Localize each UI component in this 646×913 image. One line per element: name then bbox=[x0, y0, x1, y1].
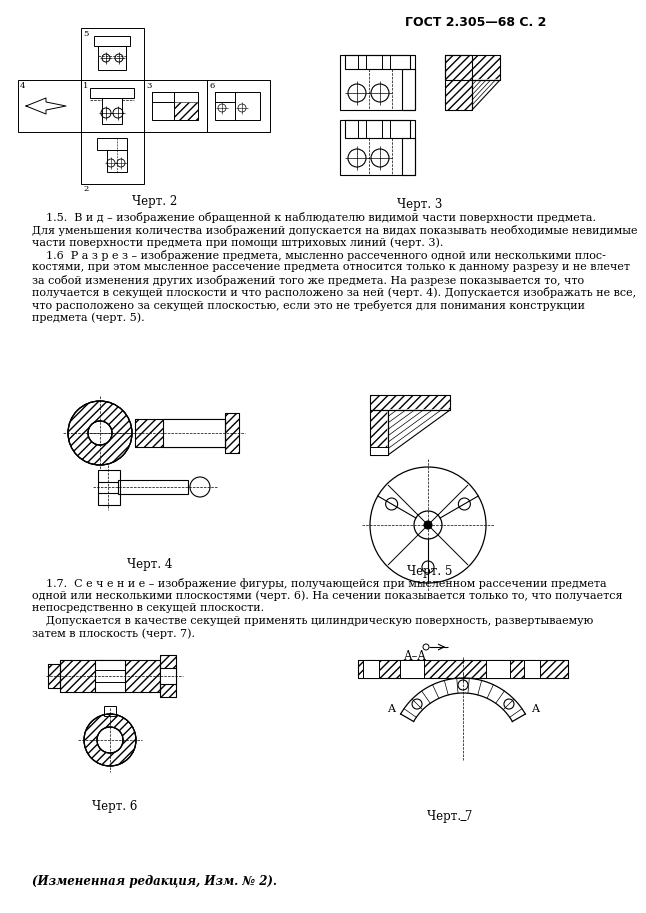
Text: 1: 1 bbox=[83, 82, 89, 90]
Bar bbox=[160, 668, 176, 684]
Bar bbox=[400, 660, 424, 678]
Text: 6: 6 bbox=[209, 82, 214, 90]
Bar bbox=[152, 92, 198, 120]
Bar bbox=[402, 138, 415, 175]
Bar bbox=[358, 660, 568, 678]
Bar bbox=[48, 664, 60, 688]
Bar bbox=[340, 120, 415, 175]
Bar bbox=[163, 419, 225, 447]
Bar bbox=[160, 655, 176, 697]
Text: Черт. 3: Черт. 3 bbox=[397, 198, 443, 211]
Polygon shape bbox=[388, 410, 450, 455]
Bar bbox=[81, 80, 144, 132]
Text: A: A bbox=[387, 704, 395, 714]
Bar bbox=[160, 655, 176, 697]
Bar bbox=[98, 470, 120, 505]
Bar bbox=[345, 55, 410, 69]
Bar bbox=[18, 80, 81, 132]
Bar bbox=[90, 88, 134, 98]
Bar bbox=[225, 413, 239, 453]
Bar bbox=[104, 706, 116, 716]
Circle shape bbox=[424, 521, 432, 529]
Text: 1.6  Р а з р е з – изображение предмета, мысленно рассеченного одной или несколь: 1.6 Р а з р е з – изображение предмета, … bbox=[32, 249, 606, 260]
Bar bbox=[340, 55, 415, 110]
Bar bbox=[370, 410, 388, 455]
Bar bbox=[472, 55, 500, 80]
Bar bbox=[215, 92, 235, 102]
Text: 4: 4 bbox=[20, 82, 25, 90]
Bar bbox=[370, 395, 450, 410]
Text: Черт. 4: Черт. 4 bbox=[127, 558, 172, 571]
Bar bbox=[97, 138, 127, 150]
Text: одной или несколькими плоскостями (черт. 6). На сечении показывается только то, : одной или несколькими плоскостями (черт.… bbox=[32, 591, 623, 601]
Bar bbox=[102, 98, 122, 124]
Polygon shape bbox=[472, 80, 500, 110]
Bar bbox=[363, 660, 379, 678]
Text: предмета (черт. 5).: предмета (черт. 5). bbox=[32, 312, 145, 322]
Text: части поверхности предмета при помощи штриховых линий (черт. 3).: части поверхности предмета при помощи шт… bbox=[32, 237, 443, 247]
Bar bbox=[144, 80, 207, 132]
Bar bbox=[445, 55, 472, 110]
Text: ГОСТ 2.305—68 С. 2: ГОСТ 2.305—68 С. 2 bbox=[405, 16, 547, 29]
Bar bbox=[81, 132, 144, 184]
Bar bbox=[125, 660, 160, 692]
Text: Допускается в качестве секущей применять цилиндрическую поверхность, развертывае: Допускается в качестве секущей применять… bbox=[32, 615, 593, 625]
Bar bbox=[48, 664, 60, 688]
Bar bbox=[94, 36, 130, 46]
Bar bbox=[81, 28, 144, 80]
Text: A–A: A–A bbox=[403, 650, 426, 663]
Text: (Измененная редакция, Изм. № 2).: (Измененная редакция, Изм. № 2). bbox=[32, 875, 277, 888]
Text: A: A bbox=[532, 704, 539, 714]
Text: непосредственно в секущей плоскости.: непосредственно в секущей плоскости. bbox=[32, 603, 264, 613]
Bar bbox=[60, 660, 160, 692]
Bar bbox=[60, 660, 95, 692]
Text: 1.7.  С е ч е н и е – изображение фигуры, получающейся при мысленном рассечении : 1.7. С е ч е н и е – изображение фигуры,… bbox=[32, 578, 607, 589]
Bar bbox=[98, 46, 126, 70]
Text: за собой изменения других изображений того же предмета. На разрезе показывается : за собой изменения других изображений то… bbox=[32, 275, 584, 286]
Bar bbox=[358, 660, 568, 678]
Bar bbox=[135, 419, 225, 447]
Bar bbox=[225, 413, 239, 453]
Bar bbox=[402, 69, 415, 110]
Text: затем в плоскость (черт. 7).: затем в плоскость (черт. 7). bbox=[32, 628, 195, 638]
Text: получается в секущей плоскости и что расположено за ней (черт. 4). Допускается и: получается в секущей плоскости и что рас… bbox=[32, 287, 636, 298]
Bar bbox=[486, 660, 510, 678]
Text: 1.5.  В и д – изображение обращенной к наблюдателю видимой части поверхности пре: 1.5. В и д – изображение обращенной к на… bbox=[32, 212, 596, 223]
Bar bbox=[370, 447, 388, 455]
Text: 2: 2 bbox=[83, 185, 89, 193]
Text: Для уменьшения количества изображений допускается на видах показывать необходимы: Для уменьшения количества изображений до… bbox=[32, 225, 638, 236]
Bar bbox=[107, 150, 127, 172]
Text: Черт. 7: Черт. 7 bbox=[427, 810, 473, 823]
Text: костями, при этом мысленное рассечение предмета относится только к данному разре: костями, при этом мысленное рассечение п… bbox=[32, 262, 630, 272]
Bar bbox=[174, 102, 198, 120]
Bar bbox=[215, 92, 260, 120]
Bar bbox=[370, 410, 388, 455]
Text: что расположено за секущей плоскостью, если это не требуется для понимания конст: что расположено за секущей плоскостью, е… bbox=[32, 299, 585, 310]
Bar bbox=[95, 660, 125, 692]
Bar bbox=[207, 80, 270, 132]
Bar bbox=[118, 480, 188, 494]
Bar bbox=[445, 55, 472, 110]
Bar bbox=[152, 92, 174, 102]
Wedge shape bbox=[84, 714, 136, 766]
Bar bbox=[524, 660, 540, 678]
Bar bbox=[445, 55, 500, 80]
Bar bbox=[345, 120, 410, 138]
Text: 3: 3 bbox=[146, 82, 151, 90]
Text: Черт. 2: Черт. 2 bbox=[132, 195, 178, 208]
Text: Черт. 6: Черт. 6 bbox=[92, 800, 138, 813]
Wedge shape bbox=[68, 401, 132, 465]
Bar bbox=[370, 395, 450, 410]
Text: 5: 5 bbox=[83, 30, 89, 38]
Polygon shape bbox=[26, 98, 66, 114]
Text: Черт. 5: Черт. 5 bbox=[408, 565, 453, 578]
Bar bbox=[135, 419, 225, 447]
